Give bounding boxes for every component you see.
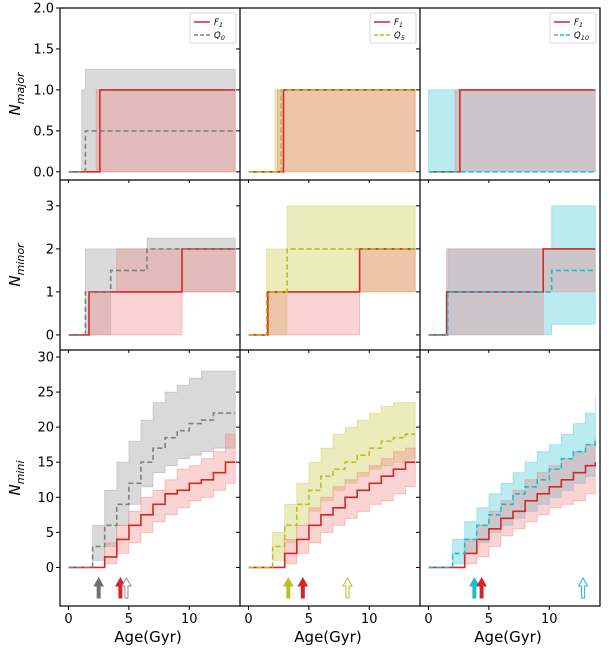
xtick-label-col1-2: 10: [361, 612, 378, 627]
arrows-layer: [93, 576, 589, 599]
arrow-col1-2: [342, 576, 353, 599]
ylabel-mini-base: N: [6, 484, 24, 495]
arrow-col1-1: [297, 576, 309, 599]
line-major-q0-f1: [68, 89, 236, 173]
bands-layer: [68, 69, 596, 568]
line-major-q5-compare: [248, 89, 416, 173]
band-mini-q0-f1: [68, 433, 236, 568]
frames-layer: [59, 7, 601, 607]
line-mini-q5-f1: [248, 461, 416, 569]
arrow-col0-2: [121, 576, 132, 599]
band-mini-q10-compare: [428, 395, 596, 568]
ytick-label-major-2: 1.0: [33, 83, 54, 98]
ylabel-minor: Nminor: [6, 242, 27, 287]
ylabel-mini: Nmini: [6, 460, 27, 495]
band-major-q5-f1: [248, 89, 416, 173]
arrow-col0-1: [115, 576, 126, 599]
arrow-col2-1: [476, 576, 487, 599]
ylabel-mini-sub: mini: [14, 460, 27, 484]
svg-text:Nmajor: Nmajor: [6, 71, 27, 115]
ticks-layer: [56, 7, 550, 610]
line-mini-q0-f1: [68, 461, 236, 569]
xtick-label-col0-0: 0: [64, 612, 72, 627]
ytick-label-mini-0: 0: [46, 561, 54, 576]
line-minor-q0-compare: [68, 248, 236, 336]
figure-frame: [59, 7, 601, 607]
arrow-col1-0: [282, 576, 294, 599]
legend-label-f1: F1: [574, 18, 583, 29]
svg-text:Nminor: Nminor: [6, 242, 27, 287]
ylabel-major: Nmajor: [6, 71, 27, 115]
xtick-label-col2-1: 5: [485, 612, 493, 627]
xtick-label-col1-0: 0: [244, 612, 252, 627]
legend-frame: [189, 12, 237, 44]
ytick-label-minor-2: 2: [46, 242, 54, 257]
arrow-col2-2: [577, 576, 589, 599]
line-mini-q10-compare: [428, 437, 596, 569]
ytick-label-major-1: 0.5: [33, 124, 54, 139]
line-mini-q0-compare: [68, 412, 236, 569]
ylabel-minor-base: N: [6, 275, 24, 286]
ytick-label-mini-1: 5: [46, 526, 54, 541]
xlabel-col1: Age(Gyr): [294, 628, 361, 646]
xtick-label-col0-2: 10: [181, 612, 198, 627]
line-minor-q10-f1: [428, 248, 596, 336]
band-mini-q5-f1: [248, 447, 416, 568]
ytick-label-mini-2: 10: [37, 491, 54, 506]
ylabel-minor-sub: minor: [14, 242, 27, 275]
legend-frame: [549, 12, 597, 44]
legend-label-f1: F1: [214, 18, 223, 29]
ytick-label-minor-3: 3: [46, 199, 54, 214]
ytick-label-major-3: 1.5: [33, 42, 54, 57]
ylabel-major-sub: major: [14, 71, 27, 104]
line-minor-q10-compare: [428, 269, 596, 336]
xtick-label-col0-1: 5: [125, 612, 133, 627]
arrow-col0-0: [93, 576, 105, 599]
ytick-label-mini-5: 25: [37, 386, 54, 401]
ytick-label-minor-0: 0: [46, 328, 54, 343]
line-minor-q5-compare: [248, 248, 416, 336]
ytick-label-major-4: 2.0: [33, 2, 54, 17]
legend-frame: [369, 12, 417, 44]
ytick-label-minor-1: 1: [46, 285, 54, 300]
lines-layer: [68, 89, 596, 569]
xlabel-col2: Age(Gyr): [474, 628, 541, 646]
labels-layer: 0.0 0.5 1.0 1.5 2.0 Nmajor 0 1 2 3 Nminor 0 5 10 15 20 2…: [6, 2, 558, 647]
legend-label-compare: Q0: [214, 31, 225, 42]
legend-label-compare: Q5: [394, 31, 405, 42]
legend-label-compare: Q10: [574, 31, 589, 42]
xtick-label-col1-1: 5: [305, 612, 313, 627]
xlabel-col0: Age(Gyr): [114, 628, 181, 646]
line-mini-q5-compare: [248, 433, 416, 569]
xtick-label-col2-0: 0: [424, 612, 432, 627]
line-minor-q0-f1: [68, 248, 236, 336]
ytick-label-major-0: 0.0: [33, 165, 54, 180]
ylabel-major-base: N: [6, 104, 24, 115]
ytick-label-mini-6: 30: [37, 351, 54, 366]
xtick-label-col2-2: 10: [541, 612, 558, 627]
line-major-q0-compare: [68, 130, 236, 173]
ytick-label-mini-4: 20: [37, 421, 54, 436]
legend-label-f1: F1: [394, 18, 403, 29]
arrow-col2-0: [469, 576, 480, 599]
line-mini-q10-f1: [428, 462, 596, 569]
svg-text:Nmini: Nmini: [6, 460, 27, 495]
ytick-label-mini-3: 15: [37, 456, 54, 471]
